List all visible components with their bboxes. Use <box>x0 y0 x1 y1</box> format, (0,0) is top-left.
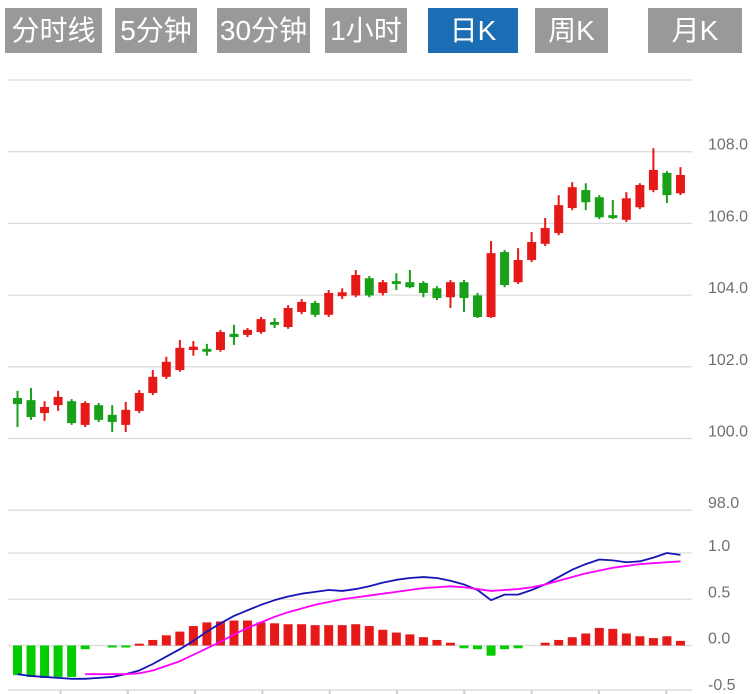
interval-button-daily-k[interactable]: 日K <box>428 8 518 53</box>
x-axis <box>8 689 692 694</box>
interval-button-weekly-k[interactable]: 周K <box>535 8 608 53</box>
svg-text:100.0: 100.0 <box>708 424 748 441</box>
svg-text:108.0: 108.0 <box>708 137 748 154</box>
svg-text:1.0: 1.0 <box>708 538 730 555</box>
interval-button-30min[interactable]: 30分钟 <box>217 8 310 53</box>
interval-button-monthly-k[interactable]: 月K <box>648 8 742 53</box>
main-panel-gridlines <box>8 79 692 511</box>
svg-text:106.0: 106.0 <box>708 208 748 225</box>
svg-text:102.0: 102.0 <box>708 352 748 369</box>
candlestick-series <box>13 148 685 433</box>
interval-toolbar: 分时线 5分钟 30分钟 1小时 日K 周K 月K <box>0 8 755 53</box>
svg-text:0.5: 0.5 <box>708 584 730 601</box>
svg-text:-0.5: -0.5 <box>708 677 736 694</box>
macd-dif-line <box>17 552 681 680</box>
interval-button-1hour[interactable]: 1小时 <box>325 8 407 53</box>
macd-histogram <box>13 620 685 678</box>
price-axis-labels: 108.0 106.0 104.0 102.0 100.0 98.0 <box>708 137 748 513</box>
macd-panel-gridlines <box>8 552 692 647</box>
interval-button-timeline[interactable]: 分时线 <box>5 8 102 53</box>
interval-button-5min[interactable]: 5分钟 <box>115 8 197 53</box>
svg-text:0.0: 0.0 <box>708 631 730 648</box>
macd-axis-labels: 1.0 0.5 0.0 -0.5 <box>708 538 736 694</box>
macd-dea-line <box>85 560 681 676</box>
svg-text:98.0: 98.0 <box>708 495 739 512</box>
svg-text:104.0: 104.0 <box>708 280 748 297</box>
